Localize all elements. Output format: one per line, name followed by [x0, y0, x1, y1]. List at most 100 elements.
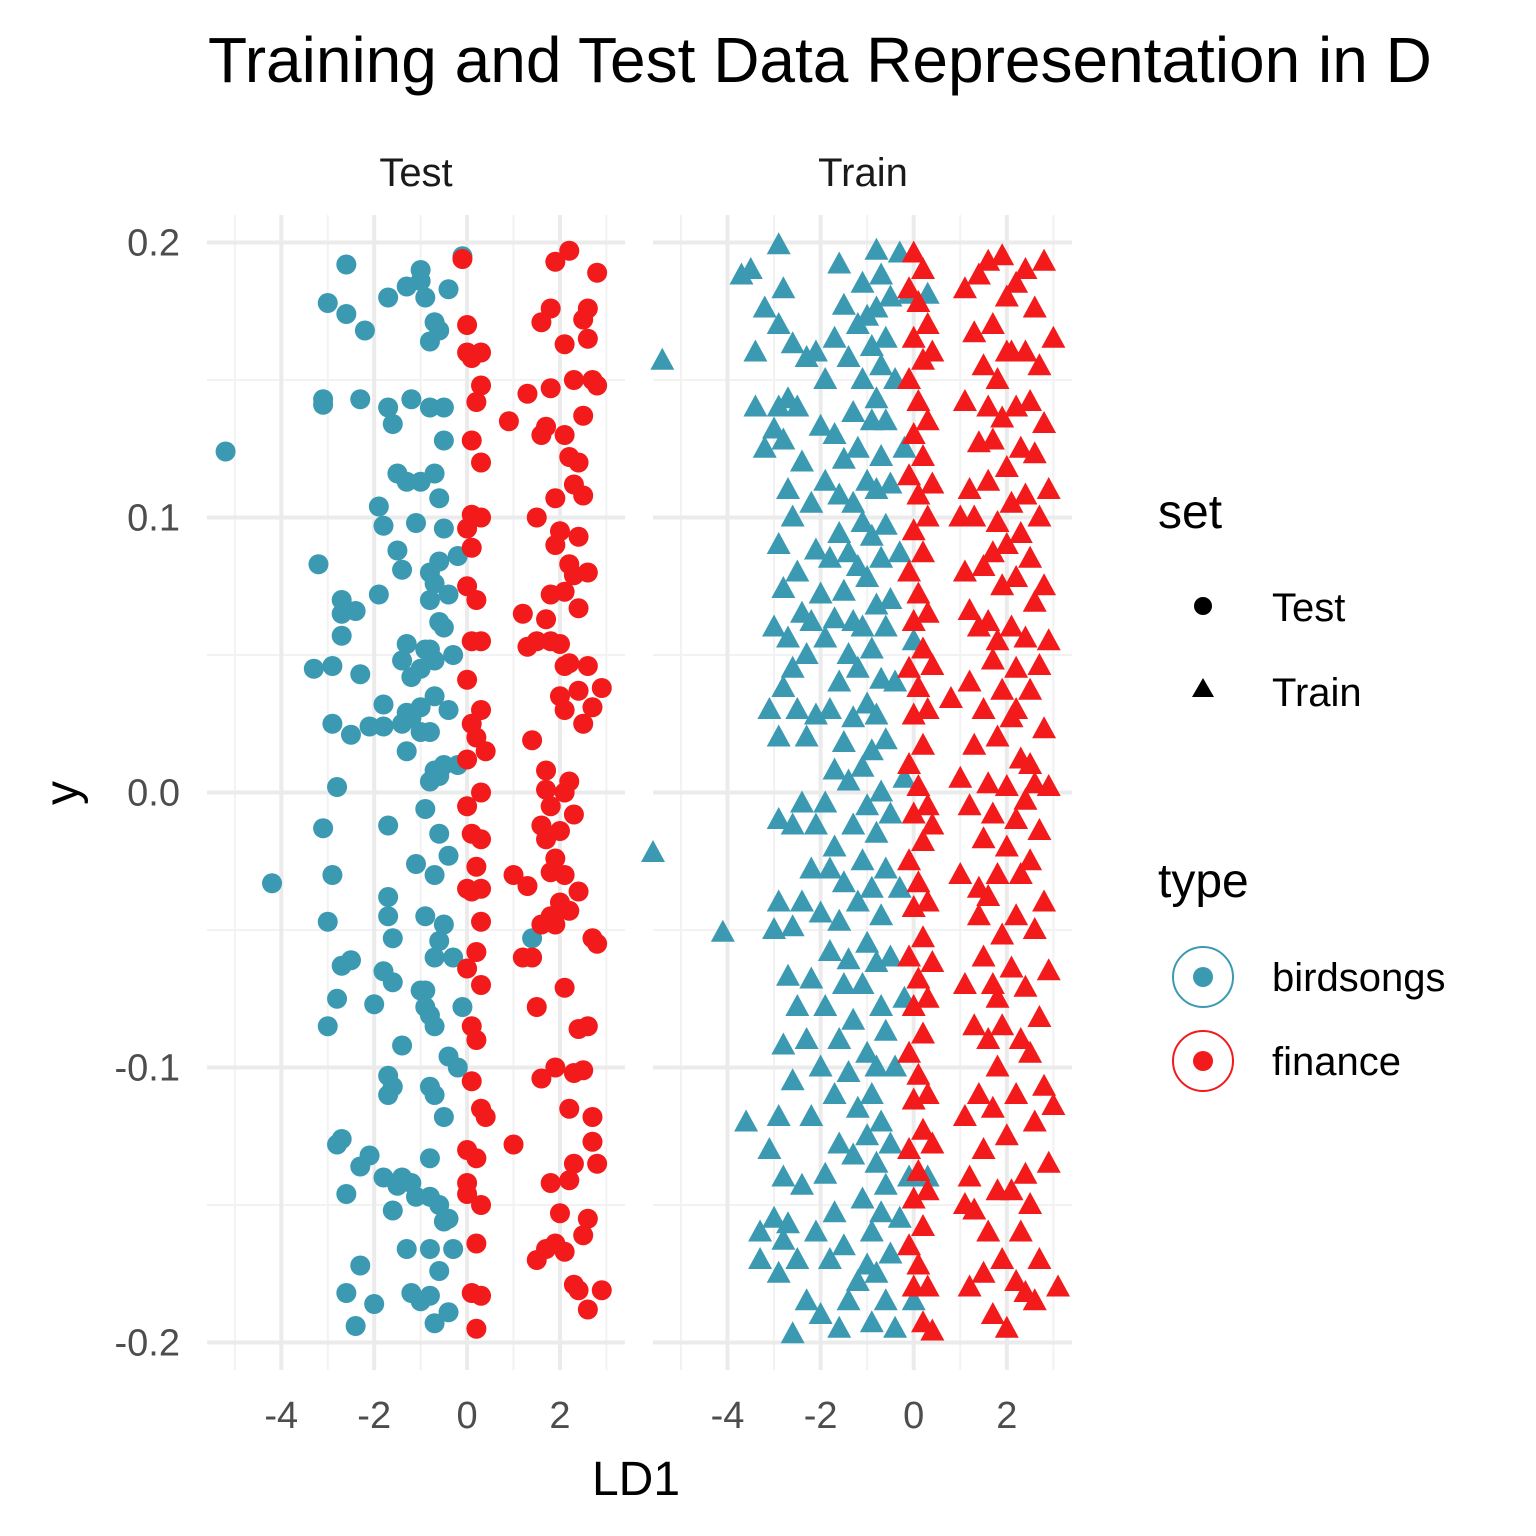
- point-train-birdsongs: [757, 697, 782, 719]
- point-test-finance: [554, 1241, 575, 1262]
- point-test-finance: [498, 411, 519, 432]
- point-train-finance: [994, 834, 1019, 857]
- point-test-birdsongs: [424, 1016, 445, 1037]
- point-train-birdsongs: [873, 325, 898, 348]
- point-test-birdsongs: [336, 304, 357, 324]
- point-train-finance: [1022, 441, 1047, 464]
- point-train-birdsongs: [873, 1018, 898, 1041]
- point-train-birdsongs: [766, 232, 791, 255]
- point-test-finance: [554, 425, 575, 445]
- point-test-finance: [466, 1030, 487, 1050]
- point-train-finance: [990, 573, 1015, 596]
- point-test-finance: [577, 562, 598, 583]
- point-test-finance: [471, 911, 492, 932]
- point-train-birdsongs: [869, 1200, 894, 1223]
- point-test-finance: [554, 865, 575, 885]
- point-train-birdsongs: [808, 581, 833, 604]
- point-train-birdsongs: [776, 477, 801, 499]
- y-tick-label: -0.2: [115, 1323, 180, 1365]
- point-test-finance: [536, 760, 557, 781]
- point-test-finance: [452, 249, 473, 269]
- point-train-birdsongs: [855, 1040, 880, 1063]
- point-train-finance: [897, 944, 922, 967]
- point-train-birdsongs: [822, 1082, 847, 1104]
- point-train-finance: [1008, 1027, 1033, 1049]
- point-train-birdsongs: [813, 367, 838, 389]
- point-train-birdsongs: [780, 331, 805, 354]
- point-train-finance: [901, 801, 926, 824]
- point-train-birdsongs: [878, 284, 903, 307]
- point-train-birdsongs: [864, 237, 889, 260]
- chart-title: Training and Test Data Representation in…: [208, 24, 1432, 96]
- point-train-finance: [906, 1159, 931, 1181]
- point-train-birdsongs: [878, 801, 903, 824]
- point-train-finance: [994, 284, 1019, 307]
- point-train-finance: [1018, 1192, 1043, 1214]
- point-test-finance: [577, 328, 598, 349]
- point-train-birdsongs: [869, 994, 894, 1016]
- point-test-birdsongs: [322, 865, 343, 885]
- point-test-finance: [545, 488, 566, 509]
- point-train-birdsongs: [813, 994, 838, 1016]
- point-train-birdsongs: [878, 587, 903, 609]
- point-train-finance: [1022, 917, 1047, 939]
- point-test-birdsongs: [396, 741, 417, 762]
- point-test-birdsongs: [438, 1208, 459, 1229]
- point-test-finance: [461, 430, 482, 451]
- point-train-birdsongs: [845, 889, 870, 912]
- point-test-birdsongs: [392, 650, 413, 671]
- point-test-finance: [466, 590, 487, 610]
- point-test-finance: [563, 1153, 584, 1174]
- point-train-birdsongs: [789, 790, 814, 813]
- point-test-finance: [568, 598, 589, 619]
- point-train-birdsongs: [878, 944, 903, 967]
- point-test-finance: [526, 631, 547, 652]
- point-train-birdsongs: [799, 609, 824, 631]
- point-test-birdsongs: [313, 394, 334, 415]
- point-train-birdsongs: [771, 675, 796, 697]
- point-train-finance: [971, 353, 996, 376]
- point-train-birdsongs: [762, 1205, 787, 1228]
- point-test-birdsongs: [406, 854, 426, 874]
- point-train-birdsongs: [864, 1150, 889, 1173]
- point-test-finance: [471, 375, 492, 396]
- point-train-birdsongs: [776, 1211, 801, 1234]
- x-tick-label: -4: [711, 1395, 745, 1437]
- point-train-birdsongs: [869, 444, 894, 466]
- point-train-finance: [1032, 716, 1057, 739]
- point-train-birdsongs: [841, 1007, 866, 1030]
- point-train-finance: [957, 669, 982, 692]
- point-test-finance: [549, 634, 570, 654]
- point-train-birdsongs: [859, 334, 884, 356]
- point-train-birdsongs: [859, 1310, 884, 1333]
- point-train-birdsongs: [752, 295, 777, 318]
- point-train-birdsongs: [799, 490, 824, 513]
- point-train-finance: [915, 793, 940, 816]
- point-train-finance: [957, 477, 982, 499]
- point-train-finance: [1027, 653, 1052, 675]
- point-train-birdsongs: [869, 353, 894, 376]
- point-train-birdsongs: [869, 779, 894, 802]
- point-train-birdsongs: [771, 276, 796, 299]
- point-train-birdsongs: [831, 446, 856, 469]
- point-train-finance: [906, 966, 931, 989]
- point-train-birdsongs: [827, 482, 852, 505]
- y-tick-label: 0.0: [127, 773, 180, 815]
- point-train-finance: [1004, 697, 1029, 719]
- point-train-finance: [980, 801, 1005, 824]
- y-tick-label: -0.1: [115, 1048, 180, 1090]
- point-test-finance: [457, 749, 478, 770]
- point-train-birdsongs: [855, 691, 880, 714]
- point-train-birdsongs: [766, 312, 791, 334]
- point-test-birdsongs: [443, 1239, 464, 1259]
- point-train-birdsongs: [850, 270, 875, 293]
- point-train-finance: [1004, 1082, 1029, 1104]
- point-test-birdsongs: [424, 947, 445, 968]
- point-train-birdsongs: [845, 1269, 870, 1291]
- point-train-finance: [999, 955, 1024, 978]
- point-train-birdsongs: [748, 1247, 773, 1269]
- point-train-finance: [901, 609, 926, 631]
- point-train-birdsongs: [855, 565, 880, 587]
- point-train-finance: [971, 1137, 996, 1159]
- facet-strip-test: Test: [379, 151, 452, 195]
